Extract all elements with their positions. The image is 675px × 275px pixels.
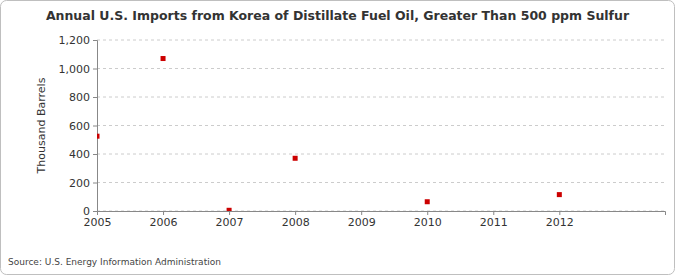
x-tick-mark xyxy=(361,211,362,215)
grid xyxy=(97,40,665,211)
x-tick: 2009 xyxy=(348,211,376,229)
y-tick: 0 xyxy=(83,205,97,218)
y-tick-label: 0 xyxy=(83,205,90,218)
grid-line xyxy=(97,68,665,69)
x-tick-label: 2012 xyxy=(546,216,574,229)
x-tick: 2010 xyxy=(414,211,442,229)
x-tick-mark xyxy=(163,211,164,215)
axis-line xyxy=(98,212,666,216)
x-tick-label: 2009 xyxy=(348,216,376,229)
y-tick-mark xyxy=(93,97,97,98)
x-tick-label: 2011 xyxy=(480,216,508,229)
y-tick-label: 200 xyxy=(69,177,90,190)
frame xyxy=(1,1,675,275)
y-tick-mark xyxy=(93,211,97,212)
plot: 2005200620072008200920102011201202004006… xyxy=(35,34,666,229)
y-tick-mark xyxy=(93,183,97,184)
points xyxy=(97,56,562,211)
y-tick-label: 1,000 xyxy=(59,63,91,76)
point xyxy=(293,156,298,161)
x-tick-label: 2007 xyxy=(216,216,244,229)
y-tick: 200 xyxy=(69,177,97,190)
x-tick-label: 2008 xyxy=(282,216,310,229)
x-tick-label: 2010 xyxy=(414,216,442,229)
y-axis-title: Thousand Barrels xyxy=(35,77,48,174)
x-tick-mark xyxy=(427,211,428,215)
x-tick: 2011 xyxy=(480,211,508,229)
point xyxy=(97,134,100,139)
y-tick-label: 600 xyxy=(69,120,90,133)
axis-line xyxy=(93,41,98,212)
point xyxy=(557,192,562,197)
grid-line xyxy=(97,182,665,183)
x-tick-mark xyxy=(295,211,296,215)
y-tick-label: 400 xyxy=(69,148,90,161)
point xyxy=(425,199,430,204)
y-tick-mark xyxy=(93,40,97,41)
x-axis: 20052006200720082009201020112012 xyxy=(84,211,666,229)
grid-line xyxy=(97,40,665,41)
x-tick: 2006 xyxy=(150,211,178,229)
y-tick: 800 xyxy=(69,91,97,104)
y-tick-mark xyxy=(93,154,97,155)
source: Source: U.S. Energy Information Administ… xyxy=(8,257,221,267)
y-tick-mark xyxy=(93,69,97,70)
x-tick: 2007 xyxy=(216,211,244,229)
grid-line xyxy=(97,154,665,155)
grid-line xyxy=(97,97,665,98)
x-tick: 2008 xyxy=(282,211,310,229)
x-tick-mark xyxy=(493,211,494,215)
title: Annual U.S. Imports from Korea of Distil… xyxy=(46,8,630,23)
point xyxy=(161,56,166,61)
x-tick-mark xyxy=(559,211,560,215)
x-tick-label: 2006 xyxy=(150,216,178,229)
x-tick: 2012 xyxy=(546,211,574,229)
y-tick: 400 xyxy=(69,148,97,161)
y-tick: 600 xyxy=(69,120,97,133)
y-tick-label: 1,200 xyxy=(59,34,91,47)
x-tick-mark xyxy=(229,211,230,215)
y-tick-label: 800 xyxy=(69,91,90,104)
y-tick: 1,000 xyxy=(59,63,98,76)
y-tick: 1,200 xyxy=(59,34,98,47)
y-axis: 0 200 400 600 800 1,000 1,200 xyxy=(59,34,98,218)
y-tick-mark xyxy=(93,126,97,127)
grid-line xyxy=(97,125,665,126)
chart: Annual U.S. Imports from Korea of Distil… xyxy=(0,0,675,275)
point xyxy=(227,208,232,211)
